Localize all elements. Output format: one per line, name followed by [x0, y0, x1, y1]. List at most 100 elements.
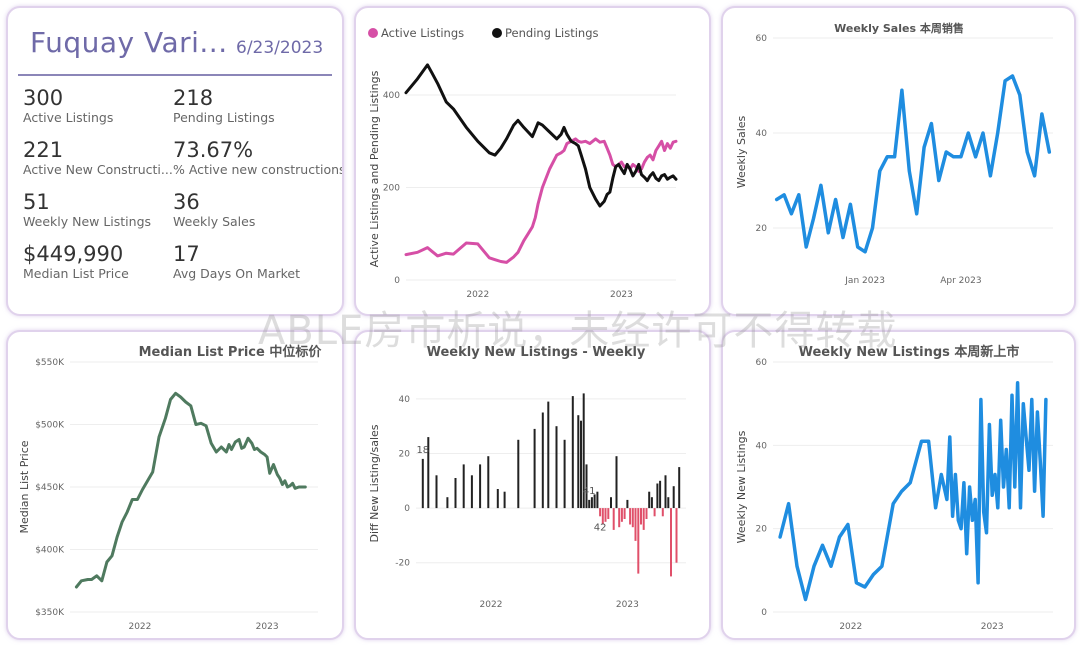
bar: [637, 508, 640, 574]
bar: [645, 508, 648, 519]
x-tick-label: 2023: [981, 622, 1004, 632]
bar: [503, 491, 506, 509]
bar: [421, 458, 424, 509]
kpi-value: 17: [173, 242, 200, 266]
kpi-value: 73.67%: [173, 138, 254, 162]
bar: [580, 420, 582, 509]
data-label: 15: [356, 332, 362, 335]
bar: [653, 508, 656, 517]
bar: [496, 489, 499, 509]
x-tick-label: 2022: [128, 622, 151, 632]
bar: [675, 508, 678, 563]
series-line-pending-listings: [404, 63, 678, 208]
y-tick-label: -20: [395, 559, 410, 569]
title-divider: [18, 74, 332, 76]
bar: [623, 508, 626, 519]
kpi-label: Weekly New Listings: [23, 214, 152, 229]
kpi-label: Weekly Sales: [173, 214, 256, 229]
bar: [656, 483, 659, 509]
y-tick-label: $400K: [35, 546, 65, 556]
new-listings-diff-chart: -20 0 20 40 2022 2023 Weekly New Listings - We…: [356, 332, 686, 610]
y-tick-label: 40: [756, 129, 768, 139]
kpi-weekly-new-listings: 51 Weekly New Listings: [23, 190, 151, 230]
x-tick-label: 2023: [256, 622, 279, 632]
y-axis-label: Diff New Listing/sales: [368, 424, 381, 542]
date-label: 6/23/2023: [236, 38, 324, 58]
bar: [599, 508, 602, 517]
bar: [517, 439, 520, 509]
kpi-label: Active New Constructi...: [23, 162, 173, 177]
kpi-value: 300: [23, 86, 64, 110]
bar: [604, 508, 607, 522]
kpi-label: Active Listings: [23, 110, 114, 125]
chart-title: Median List Price 中位标价: [139, 344, 323, 360]
y-tick-label: $500K: [35, 421, 65, 431]
weekly-new-listings-chart-card: 0 20 40 60 2022 2023 Weekly New Listings 本周新上市…: [721, 330, 1076, 640]
x-tick-label: 2022: [839, 622, 862, 632]
y-tick-label: $550K: [35, 358, 65, 368]
legend-label: Active Listings: [381, 26, 464, 40]
kpi-median-list-price: $449,990 Median List Price: [23, 242, 129, 282]
y-tick-label: 0: [761, 608, 767, 618]
y-axis-label: Weekly Sales: [735, 115, 748, 188]
kpi-value: $449,990: [23, 242, 124, 266]
bar: [479, 464, 482, 509]
y-axis-label: Median List Price: [18, 440, 31, 533]
x-tick-label: Jan 2023: [844, 276, 885, 286]
bar: [541, 412, 544, 509]
x-tick-label: 2022: [466, 290, 489, 300]
y-tick-label: 20: [399, 449, 411, 459]
kpi-avg-days-on-market: 17 Avg Days On Market: [173, 242, 300, 282]
x-tick-label: 2023: [616, 600, 639, 610]
kpi-pending-listings: 218 Pending Listings: [173, 86, 275, 126]
bar: [642, 508, 645, 530]
bar: [678, 467, 681, 509]
y-tick-label: 0: [404, 504, 410, 514]
bar: [571, 396, 574, 509]
data-label: 18: [416, 445, 429, 456]
series-line: [774, 74, 1052, 254]
bar: [446, 497, 449, 509]
bar: [634, 508, 637, 541]
bar: [563, 439, 566, 509]
bar: [601, 508, 604, 525]
legend-marker: [492, 28, 502, 38]
y-tick-label: 40: [399, 395, 411, 405]
y-tick-label: 200: [383, 184, 400, 194]
y-tick-label: 60: [756, 34, 768, 44]
y-tick-label: $350K: [35, 608, 65, 618]
series-line: [778, 381, 1048, 602]
y-tick-label: 20: [756, 224, 768, 234]
bar: [593, 494, 596, 509]
kpi-value: 218: [173, 86, 214, 110]
weekly-sales-chart: 20 40 60 Jan 2023 Apr 2023 Weekly Sales 本周销售 W…: [735, 21, 1053, 286]
bar: [596, 491, 599, 509]
active-pending-chart: 0 200 400 2022 2023 Active Listings and Pendi…: [368, 26, 678, 300]
legend-marker: [368, 28, 378, 38]
bar: [487, 456, 490, 509]
bar: [427, 437, 430, 509]
bar: [615, 456, 618, 509]
median-price-chart-card: $350K $400K $450K $500K $550K 2022 2023 Median …: [6, 330, 344, 640]
kpi-weekly-sales: 36 Weekly Sales: [173, 190, 255, 230]
data-label: 42: [594, 522, 607, 533]
bar: [607, 508, 610, 519]
kpi-active-new-construction: 221 Active New Constructi...: [23, 138, 173, 178]
bar: [631, 508, 634, 528]
bar: [672, 486, 675, 508]
bar: [664, 475, 667, 509]
bar: [577, 415, 580, 508]
bar: [629, 508, 632, 525]
kpi-value: 221: [23, 138, 64, 162]
bar: [470, 475, 473, 509]
bar: [435, 475, 438, 509]
y-tick-label: 20: [756, 525, 768, 535]
bar: [588, 499, 591, 509]
series-line-active-listings: [404, 137, 678, 264]
new-listings-diff-chart-card: -20 0 20 40 2022 2023 Weekly New Listings - We…: [354, 330, 711, 640]
bar: [582, 393, 585, 509]
page-title: Fuquay Vari...: [30, 26, 228, 59]
bar: [612, 508, 615, 530]
bar: [626, 499, 629, 509]
y-axis-label: Active Listings and Pending Listings: [368, 70, 381, 267]
